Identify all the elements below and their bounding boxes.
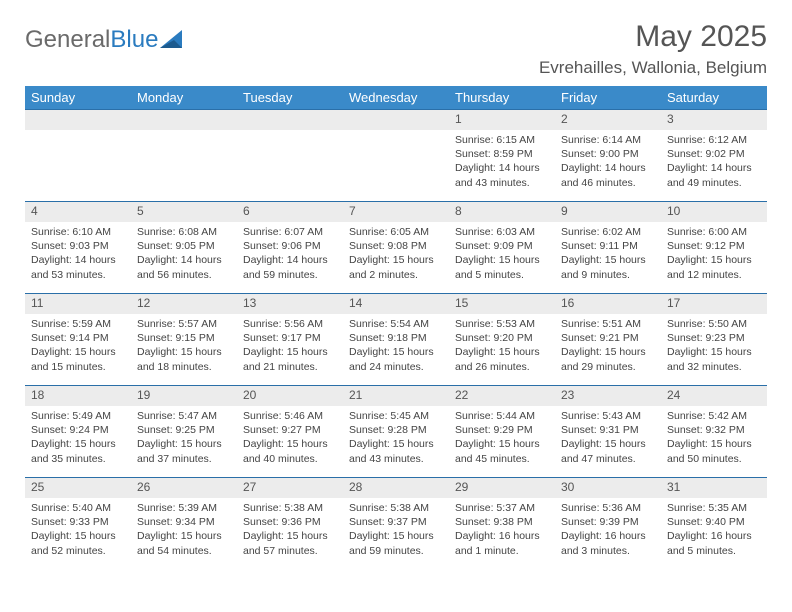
day-details-cell: Sunrise: 5:38 AMSunset: 9:36 PMDaylight:… [237,498,343,565]
day-details-cell: Sunrise: 5:40 AMSunset: 9:33 PMDaylight:… [25,498,131,565]
calendar-table: SundayMondayTuesdayWednesdayThursdayFrid… [25,86,767,565]
day-details-cell: Sunrise: 5:36 AMSunset: 9:39 PMDaylight:… [555,498,661,565]
day-details-cell: Sunrise: 6:07 AMSunset: 9:06 PMDaylight:… [237,222,343,294]
day-details-cell: Sunrise: 5:54 AMSunset: 9:18 PMDaylight:… [343,314,449,386]
day-number-cell: 10 [661,202,767,223]
day-number-cell: 13 [237,294,343,315]
weekday-header: Monday [131,86,237,110]
day-details-cell: Sunrise: 6:08 AMSunset: 9:05 PMDaylight:… [131,222,237,294]
logo-triangle-icon [160,28,186,53]
day-details-cell: Sunrise: 5:51 AMSunset: 9:21 PMDaylight:… [555,314,661,386]
day-number-cell: 4 [25,202,131,223]
day-number-cell: 9 [555,202,661,223]
day-number-cell: 16 [555,294,661,315]
day-number-cell: 24 [661,386,767,407]
day-details-cell [237,130,343,202]
day-number-cell [237,110,343,131]
day-details-cell: Sunrise: 5:53 AMSunset: 9:20 PMDaylight:… [449,314,555,386]
day-details-cell: Sunrise: 5:42 AMSunset: 9:32 PMDaylight:… [661,406,767,478]
day-details-cell: Sunrise: 5:35 AMSunset: 9:40 PMDaylight:… [661,498,767,565]
day-details-cell: Sunrise: 5:45 AMSunset: 9:28 PMDaylight:… [343,406,449,478]
day-details-cell: Sunrise: 5:59 AMSunset: 9:14 PMDaylight:… [25,314,131,386]
day-number-cell: 27 [237,478,343,499]
logo-text-general: General [25,26,110,53]
day-number-cell: 18 [25,386,131,407]
day-number-cell: 5 [131,202,237,223]
day-details-cell [343,130,449,202]
day-number-cell: 11 [25,294,131,315]
location: Evrehailles, Wallonia, Belgium [539,58,767,78]
day-details-cell: Sunrise: 5:38 AMSunset: 9:37 PMDaylight:… [343,498,449,565]
day-details-cell: Sunrise: 6:00 AMSunset: 9:12 PMDaylight:… [661,222,767,294]
day-details-cell: Sunrise: 5:49 AMSunset: 9:24 PMDaylight:… [25,406,131,478]
day-details-cell: Sunrise: 5:50 AMSunset: 9:23 PMDaylight:… [661,314,767,386]
day-number-cell [25,110,131,131]
day-details-cell: Sunrise: 6:05 AMSunset: 9:08 PMDaylight:… [343,222,449,294]
day-number-cell: 17 [661,294,767,315]
day-details-cell: Sunrise: 6:03 AMSunset: 9:09 PMDaylight:… [449,222,555,294]
day-number-cell: 31 [661,478,767,499]
day-details-cell: Sunrise: 5:57 AMSunset: 9:15 PMDaylight:… [131,314,237,386]
day-details-cell: Sunrise: 6:15 AMSunset: 8:59 PMDaylight:… [449,130,555,202]
day-number-cell: 1 [449,110,555,131]
weekday-header: Wednesday [343,86,449,110]
day-number-cell: 29 [449,478,555,499]
day-number-cell: 12 [131,294,237,315]
day-number-cell: 20 [237,386,343,407]
day-number-cell: 7 [343,202,449,223]
weekday-header: Friday [555,86,661,110]
day-details-cell: Sunrise: 6:14 AMSunset: 9:00 PMDaylight:… [555,130,661,202]
day-number-cell [343,110,449,131]
day-number-cell [131,110,237,131]
day-details-cell [25,130,131,202]
logo-text-blue: Blue [110,26,158,53]
day-details-cell: Sunrise: 5:47 AMSunset: 9:25 PMDaylight:… [131,406,237,478]
day-details-cell [131,130,237,202]
day-number-cell: 30 [555,478,661,499]
day-number-cell: 22 [449,386,555,407]
month-title: May 2025 [539,20,767,54]
day-number-cell: 2 [555,110,661,131]
day-details-cell: Sunrise: 5:39 AMSunset: 9:34 PMDaylight:… [131,498,237,565]
day-number-cell: 8 [449,202,555,223]
day-number-cell: 19 [131,386,237,407]
day-details-cell: Sunrise: 6:10 AMSunset: 9:03 PMDaylight:… [25,222,131,294]
day-details-cell: Sunrise: 5:43 AMSunset: 9:31 PMDaylight:… [555,406,661,478]
day-details-cell: Sunrise: 6:02 AMSunset: 9:11 PMDaylight:… [555,222,661,294]
day-number-cell: 14 [343,294,449,315]
weekday-header: Sunday [25,86,131,110]
day-number-cell: 15 [449,294,555,315]
day-number-cell: 26 [131,478,237,499]
logo: GeneralBlue [25,26,186,54]
day-number-cell: 3 [661,110,767,131]
weekday-header: Tuesday [237,86,343,110]
day-number-cell: 21 [343,386,449,407]
day-details-cell: Sunrise: 5:44 AMSunset: 9:29 PMDaylight:… [449,406,555,478]
day-number-cell: 25 [25,478,131,499]
day-details-cell: Sunrise: 5:37 AMSunset: 9:38 PMDaylight:… [449,498,555,565]
day-number-cell: 23 [555,386,661,407]
header: GeneralBlue May 2025 Evrehailles, Wallon… [25,20,767,78]
day-number-cell: 6 [237,202,343,223]
day-details-cell: Sunrise: 5:46 AMSunset: 9:27 PMDaylight:… [237,406,343,478]
day-details-cell: Sunrise: 5:56 AMSunset: 9:17 PMDaylight:… [237,314,343,386]
weekday-header: Thursday [449,86,555,110]
weekday-header: Saturday [661,86,767,110]
day-number-cell: 28 [343,478,449,499]
day-details-cell: Sunrise: 6:12 AMSunset: 9:02 PMDaylight:… [661,130,767,202]
